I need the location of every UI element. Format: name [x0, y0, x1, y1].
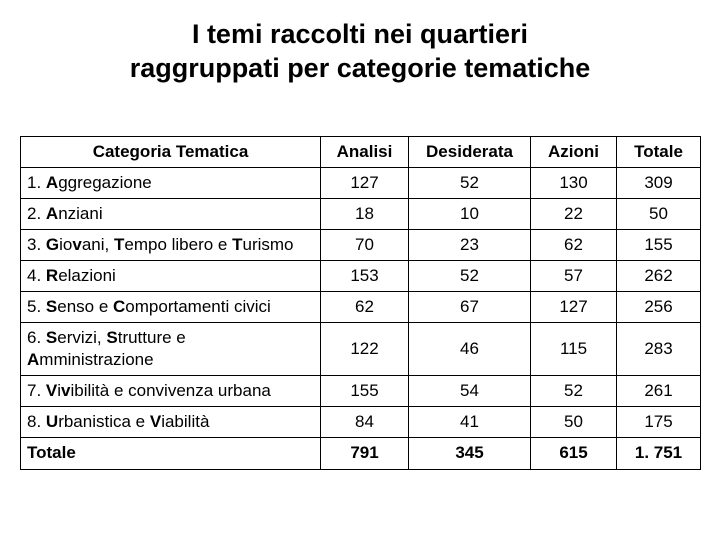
col-header-categoria: Categoria Tematica [21, 136, 321, 167]
cell-azioni: 52 [531, 376, 617, 407]
cell-desiderata: 54 [409, 376, 531, 407]
slide-title: I temi raccolti nei quartieri raggruppat… [0, 18, 720, 86]
table-container: Categoria Tematica Analisi Desiderata Az… [20, 136, 700, 470]
cell-azioni: 57 [531, 260, 617, 291]
cell-azioni: 22 [531, 198, 617, 229]
cell-categoria: 7. Vivibilità e convivenza urbana [21, 376, 321, 407]
cell-totale: 283 [617, 323, 701, 376]
cell-categoria: 2. Anziani [21, 198, 321, 229]
cell-analisi: 18 [321, 198, 409, 229]
cell-categoria: 6. Servizi, Strutture e Amministrazione [21, 323, 321, 376]
cell-totale: 175 [617, 407, 701, 438]
cell-categoria: 3. Giovani, Tempo libero e Turismo [21, 229, 321, 260]
cell-desiderata: 67 [409, 291, 531, 322]
cell-azioni: 127 [531, 291, 617, 322]
table-row: 1. Aggregazione12752130309 [21, 167, 701, 198]
col-header-desiderata: Desiderata [409, 136, 531, 167]
cell-analisi: 62 [321, 291, 409, 322]
cell-desiderata: 52 [409, 167, 531, 198]
table-body: 1. Aggregazione127521303092. Anziani1810… [21, 167, 701, 469]
cell-desiderata: 41 [409, 407, 531, 438]
col-header-azioni: Azioni [531, 136, 617, 167]
cell-totale: 50 [617, 198, 701, 229]
table-row: 8. Urbanistica e Viabilità844150175 [21, 407, 701, 438]
cell-totale: 256 [617, 291, 701, 322]
cell-total-label: Totale [21, 438, 321, 469]
cell-analisi: 70 [321, 229, 409, 260]
cell-totale: 155 [617, 229, 701, 260]
table-header-row: Categoria Tematica Analisi Desiderata Az… [21, 136, 701, 167]
cell-azioni: 62 [531, 229, 617, 260]
slide: I temi raccolti nei quartieri raggruppat… [0, 0, 720, 540]
data-table: Categoria Tematica Analisi Desiderata Az… [20, 136, 701, 470]
col-header-totale: Totale [617, 136, 701, 167]
table-total-row: Totale7913456151. 751 [21, 438, 701, 469]
cell-categoria: 1. Aggregazione [21, 167, 321, 198]
cell-totale: 309 [617, 167, 701, 198]
cell-desiderata: 10 [409, 198, 531, 229]
cell-analisi: 127 [321, 167, 409, 198]
cell-total-azioni: 615 [531, 438, 617, 469]
cell-totale: 262 [617, 260, 701, 291]
cell-azioni: 50 [531, 407, 617, 438]
cell-total-desiderata: 345 [409, 438, 531, 469]
cell-categoria: 4. Relazioni [21, 260, 321, 291]
cell-categoria: 5. Senso e Comportamenti civici [21, 291, 321, 322]
cell-desiderata: 46 [409, 323, 531, 376]
table-row: 7. Vivibilità e convivenza urbana1555452… [21, 376, 701, 407]
cell-desiderata: 52 [409, 260, 531, 291]
cell-total-totale: 1. 751 [617, 438, 701, 469]
cell-azioni: 130 [531, 167, 617, 198]
cell-analisi: 122 [321, 323, 409, 376]
cell-desiderata: 23 [409, 229, 531, 260]
title-line-1: I temi raccolti nei quartieri [192, 19, 528, 49]
col-header-analisi: Analisi [321, 136, 409, 167]
table-row: 4. Relazioni1535257262 [21, 260, 701, 291]
cell-analisi: 84 [321, 407, 409, 438]
cell-categoria: 8. Urbanistica e Viabilità [21, 407, 321, 438]
cell-total-analisi: 791 [321, 438, 409, 469]
cell-analisi: 155 [321, 376, 409, 407]
title-line-2: raggruppati per categorie tematiche [130, 53, 591, 83]
table-row: 5. Senso e Comportamenti civici626712725… [21, 291, 701, 322]
cell-analisi: 153 [321, 260, 409, 291]
table-row: 3. Giovani, Tempo libero e Turismo702362… [21, 229, 701, 260]
table-row: 6. Servizi, Strutture e Amministrazione1… [21, 323, 701, 376]
cell-azioni: 115 [531, 323, 617, 376]
table-row: 2. Anziani18102250 [21, 198, 701, 229]
cell-totale: 261 [617, 376, 701, 407]
